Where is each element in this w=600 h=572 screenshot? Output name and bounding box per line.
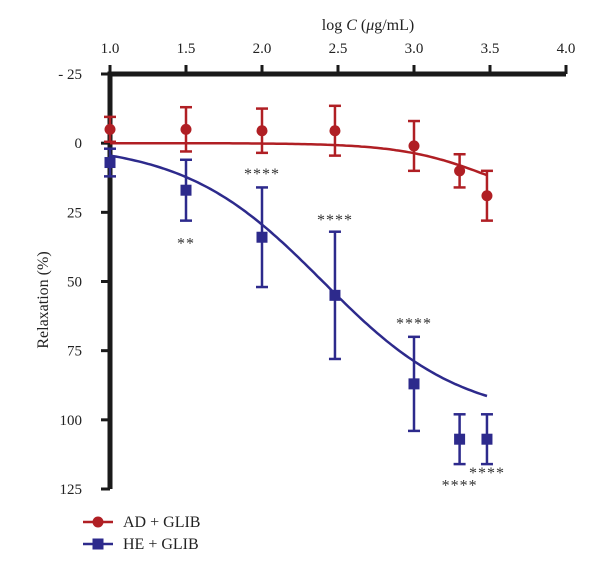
y-tick-label: 0 xyxy=(75,136,83,152)
circle-marker xyxy=(454,165,466,177)
data-point-series-1 xyxy=(104,147,116,178)
significance-label: **** xyxy=(469,465,505,482)
data-point-series-1 xyxy=(256,186,268,289)
data-point-series-0 xyxy=(180,105,192,153)
significance-label: **** xyxy=(396,316,432,333)
data-point-series-0 xyxy=(104,115,116,144)
data-point-series-0 xyxy=(480,169,493,222)
legend-square-marker xyxy=(92,538,104,550)
fit-curve-series-0 xyxy=(110,141,488,177)
legend-circle-marker xyxy=(92,516,104,528)
data-markers xyxy=(104,104,493,466)
significance-label: ** xyxy=(177,235,195,252)
x-tick-label: 2.0 xyxy=(253,41,272,57)
y-tick-label: 125 xyxy=(60,482,83,498)
x-tick-label: 1.0 xyxy=(101,41,120,57)
data-point-series-1 xyxy=(453,413,466,466)
x-axis-title: log C (μg/mL) xyxy=(322,17,414,34)
significance-label: **** xyxy=(244,166,280,183)
legend: AD + GLIB HE + GLIB xyxy=(83,514,200,553)
y-tick-label: 75 xyxy=(67,344,82,360)
data-point-series-1 xyxy=(480,413,493,466)
legend-label: AD + GLIB xyxy=(123,514,200,531)
significance-label: **** xyxy=(317,212,353,229)
circle-marker xyxy=(481,190,493,202)
square-marker xyxy=(408,378,420,390)
fit-curves xyxy=(109,141,488,398)
significance-annotations: ********************** xyxy=(177,166,505,494)
y-tick-label: 50 xyxy=(67,275,82,291)
fit-curve-series-1 xyxy=(109,154,488,398)
x-tick-label: 2.5 xyxy=(329,41,348,57)
legend-label: HE + GLIB xyxy=(123,536,199,553)
square-marker xyxy=(180,184,192,196)
data-point-series-1 xyxy=(180,158,192,222)
square-marker xyxy=(454,433,466,445)
axes: 1.0 1.5 2.0 2.5 3.0 3.5 4.0 - 25 0 25 50 75 100 125 xyxy=(58,41,575,498)
circle-marker xyxy=(408,140,420,152)
y-tick-label: - 25 xyxy=(58,67,82,83)
data-point-series-0 xyxy=(408,119,420,173)
legend-entry: AD + GLIB xyxy=(83,514,200,531)
data-point-series-0 xyxy=(453,152,466,189)
legend-entry: HE + GLIB xyxy=(83,536,199,553)
y-tick-label: 25 xyxy=(67,205,82,221)
square-marker xyxy=(481,433,493,445)
data-point-series-0 xyxy=(256,107,268,155)
x-tick-label: 3.5 xyxy=(481,41,500,57)
significance-label: **** xyxy=(442,477,478,494)
circle-marker xyxy=(329,125,341,137)
square-marker xyxy=(104,157,116,169)
data-point-series-1 xyxy=(328,230,341,361)
data-point-series-0 xyxy=(328,104,341,157)
x-tick-label: 3.0 xyxy=(405,41,424,57)
circle-marker xyxy=(104,123,116,135)
x-tick-label: 1.5 xyxy=(177,41,196,57)
square-marker xyxy=(256,231,268,243)
circle-marker xyxy=(256,125,268,137)
y-axis-title: Relaxation (%) xyxy=(35,251,52,348)
y-tick-label: 100 xyxy=(60,413,83,429)
square-marker xyxy=(329,289,341,301)
x-tick-label: 4.0 xyxy=(557,41,576,57)
data-point-series-1 xyxy=(408,335,420,433)
circle-marker xyxy=(180,123,192,135)
